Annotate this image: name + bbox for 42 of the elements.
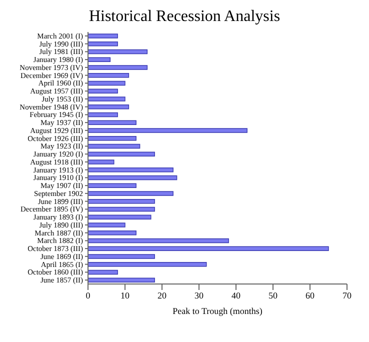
x-tick-label: 10	[120, 290, 130, 300]
bar	[88, 175, 178, 180]
bar	[88, 128, 248, 133]
bar	[88, 222, 126, 228]
bar	[88, 136, 136, 141]
x-tick-label: 60	[306, 290, 315, 300]
bar	[88, 160, 114, 164]
bar	[88, 246, 329, 251]
bar	[88, 206, 155, 212]
x-tick-label: 30	[194, 290, 204, 300]
bar	[88, 191, 174, 196]
bar	[88, 88, 118, 94]
bar	[88, 183, 136, 188]
bar	[88, 65, 148, 70]
bar	[88, 104, 130, 110]
bar	[88, 80, 126, 86]
x-tick-label: 50	[268, 290, 278, 300]
bar	[88, 112, 118, 118]
x-axis-title: Peak to Trough (months)	[172, 306, 262, 316]
x-tick-label: 70	[342, 290, 352, 300]
bar	[88, 254, 155, 259]
bar	[88, 152, 155, 156]
bar	[88, 230, 136, 236]
bar	[88, 238, 229, 244]
bar	[88, 167, 174, 172]
x-tick-label: 40	[232, 290, 241, 300]
x-tick-label: 0	[86, 290, 91, 300]
bar	[88, 278, 155, 282]
bar	[88, 144, 140, 149]
bar	[88, 96, 126, 102]
bar	[88, 214, 152, 220]
x-tick-label: 20	[158, 290, 167, 300]
bar	[88, 72, 130, 78]
chart-title: Historical Recession Analysis	[88, 8, 282, 26]
bar	[88, 57, 111, 62]
bar	[88, 49, 148, 54]
bar	[88, 198, 155, 204]
bar	[88, 34, 118, 38]
bar	[88, 120, 136, 125]
bar	[88, 41, 118, 46]
bar	[88, 270, 118, 275]
bar	[88, 262, 207, 267]
